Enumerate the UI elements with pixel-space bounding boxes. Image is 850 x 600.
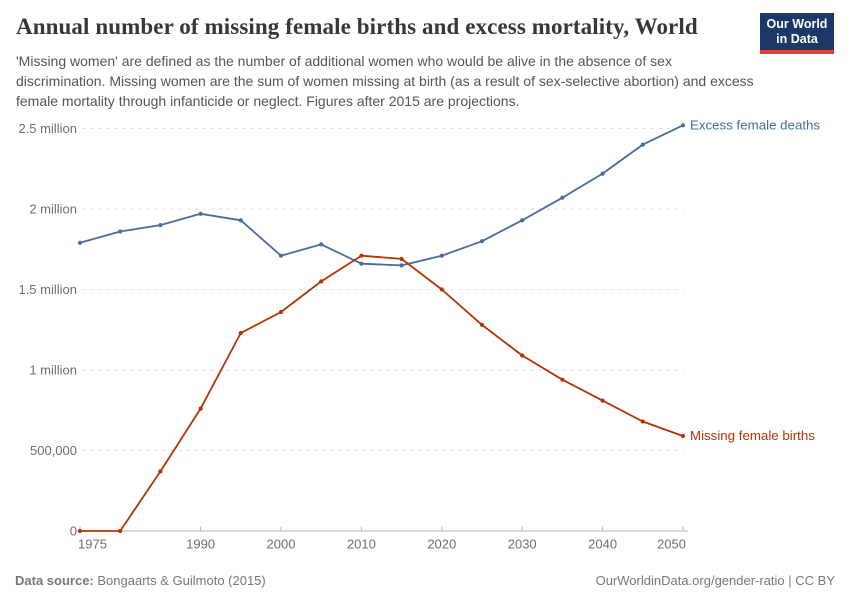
y-tick-label: 0: [70, 524, 77, 539]
y-tick-label: 2 million: [29, 202, 77, 217]
x-tick-label: 2020: [427, 537, 456, 552]
data-point-marker: [600, 398, 605, 403]
chart-footer: Data source: Bongaarts & Guilmoto (2015)…: [0, 573, 850, 588]
x-axis-labels: 1975 1990 2000 2010 2020 2030 2040 2050: [78, 537, 686, 552]
data-point-marker: [319, 242, 324, 247]
data-point-marker: [278, 253, 284, 258]
data-point-marker: [198, 211, 203, 216]
owid-logo-red-bar: [760, 50, 834, 54]
data-point-marker: [359, 253, 364, 258]
x-axis-ticks: [79, 526, 684, 531]
owid-logo[interactable]: Our World in Data: [760, 13, 834, 54]
data-point-marker: [520, 218, 525, 223]
series-line-missing-female-births: [79, 254, 684, 532]
data-point-marker: [680, 433, 686, 439]
series-end-label-missing-female-births: Missing female births: [690, 428, 815, 443]
series-end-label-excess-female-deaths: Excess female deaths: [690, 117, 820, 132]
data-point-marker: [399, 263, 404, 268]
x-tick-label: 1975: [78, 537, 107, 552]
series-excess-female-deaths: Excess female deaths: [77, 117, 820, 268]
data-source: Data source: Bongaarts & Guilmoto (2015): [15, 573, 266, 588]
data-point-marker: [319, 279, 324, 284]
data-point-marker: [479, 322, 485, 327]
data-point-marker: [439, 253, 444, 258]
data-point-marker: [278, 309, 284, 315]
data-point-marker: [158, 223, 163, 228]
data-point-marker: [359, 261, 364, 266]
y-tick-label: 500,000: [30, 443, 77, 458]
chart-subtitle: 'Missing women' are defined as the numbe…: [16, 52, 754, 110]
x-tick-label: 2010: [347, 537, 376, 552]
owid-logo-line2: in Data: [776, 32, 818, 46]
x-tick-label: 1990: [186, 537, 215, 552]
data-point-marker: [238, 330, 243, 336]
y-tick-label: 1.5 million: [18, 282, 77, 297]
data-point-marker: [640, 419, 645, 424]
x-tick-label: 2000: [267, 537, 296, 552]
page-title: Annual number of missing female births a…: [16, 14, 698, 39]
data-point-marker: [600, 171, 605, 176]
data-point-marker: [640, 142, 645, 147]
series-line-excess-female-deaths: [79, 124, 684, 267]
x-tick-label: 2040: [588, 537, 617, 552]
owid-logo-line1: Our World: [766, 17, 828, 31]
chart-header: Annual number of missing female births a…: [16, 12, 834, 112]
data-source-label: Data source:: [15, 573, 94, 588]
x-tick-label: 2030: [508, 537, 537, 552]
data-point-marker: [77, 240, 83, 245]
data-point-marker: [520, 353, 525, 358]
data-point-marker: [77, 528, 83, 534]
owid-logo-text: Our World in Data: [760, 13, 834, 50]
y-axis-labels: 0 500,000 1 million 1.5 million 2 million 2.5…: [18, 121, 77, 539]
data-point-marker: [560, 377, 565, 382]
data-point-marker: [680, 123, 686, 128]
line-chart: 0 500,000 1 million 1.5 million 2 million 2.5…: [18, 117, 820, 552]
data-point-marker: [118, 528, 123, 534]
credit-link[interactable]: OurWorldinData.org/gender-ratio | CC BY: [595, 573, 835, 588]
data-point-marker: [238, 218, 243, 223]
data-source-value: Bongaarts & Guilmoto (2015): [97, 573, 266, 588]
data-point-marker: [560, 195, 565, 200]
data-point-marker: [158, 469, 163, 474]
y-tick-label: 1 million: [29, 363, 77, 378]
data-point-marker: [399, 256, 404, 261]
x-tick-label: 2050: [657, 537, 686, 552]
data-point-marker: [439, 287, 444, 292]
data-point-marker: [479, 239, 485, 244]
y-gridlines: [76, 128, 688, 532]
data-point-marker: [198, 406, 203, 411]
data-point-marker: [118, 229, 123, 234]
series-missing-female-births: Missing female births: [77, 253, 815, 534]
y-tick-label: 2.5 million: [18, 121, 77, 136]
